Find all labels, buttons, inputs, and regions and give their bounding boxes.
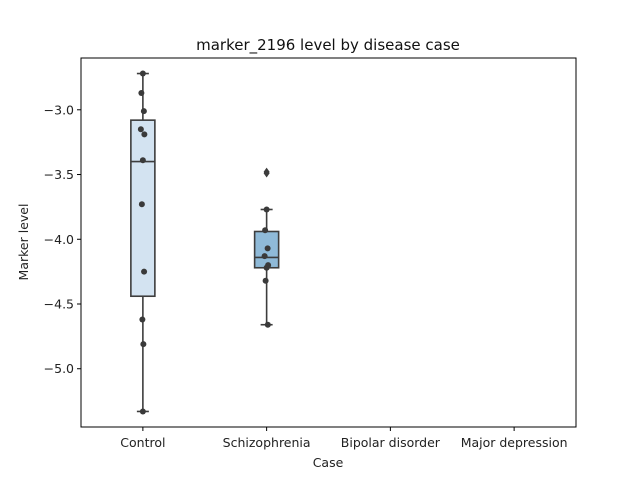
y-tick-label: −4.0	[44, 232, 74, 247]
data-point	[139, 408, 146, 415]
y-tick-label: −5.0	[44, 361, 74, 376]
data-point	[264, 245, 271, 252]
y-axis-title: Marker level	[16, 204, 31, 281]
data-point	[140, 341, 147, 348]
data-point	[263, 206, 270, 213]
data-point	[139, 157, 146, 164]
x-tick-label: Schizophrenia	[223, 435, 311, 450]
chart-title: marker_2196 level by disease case	[196, 36, 460, 55]
data-point	[264, 321, 271, 328]
x-axis: Control Schizophrenia Bipolar disorder Majo…	[120, 427, 568, 450]
plot-area	[130, 70, 280, 415]
box-group-control	[130, 72, 156, 413]
data-point	[262, 277, 269, 284]
plot-frame	[80, 57, 577, 428]
data-point	[138, 201, 145, 208]
box-iqr	[130, 119, 156, 298]
y-tick-label: −3.5	[44, 167, 74, 182]
x-tick-label: Bipolar disorder	[341, 435, 441, 450]
x-tick-label: Major depression	[461, 435, 568, 450]
data-point	[140, 108, 147, 115]
x-axis-title: Case	[313, 455, 344, 470]
data-point	[139, 70, 146, 77]
y-tick-label: −3.0	[44, 102, 74, 117]
data-point	[139, 316, 146, 323]
x-tick-label: Control	[120, 435, 165, 450]
y-tick-label: −4.5	[44, 297, 74, 312]
data-point	[141, 131, 148, 138]
data-point	[261, 253, 268, 260]
y-axis: −3.0 −3.5 −4.0 −4.5 −5.0	[44, 102, 81, 376]
data-point	[137, 126, 144, 133]
data-point	[138, 89, 145, 96]
data-point	[263, 264, 270, 271]
outlier-marker	[263, 168, 270, 178]
data-point	[262, 227, 269, 234]
data-point	[141, 268, 148, 275]
